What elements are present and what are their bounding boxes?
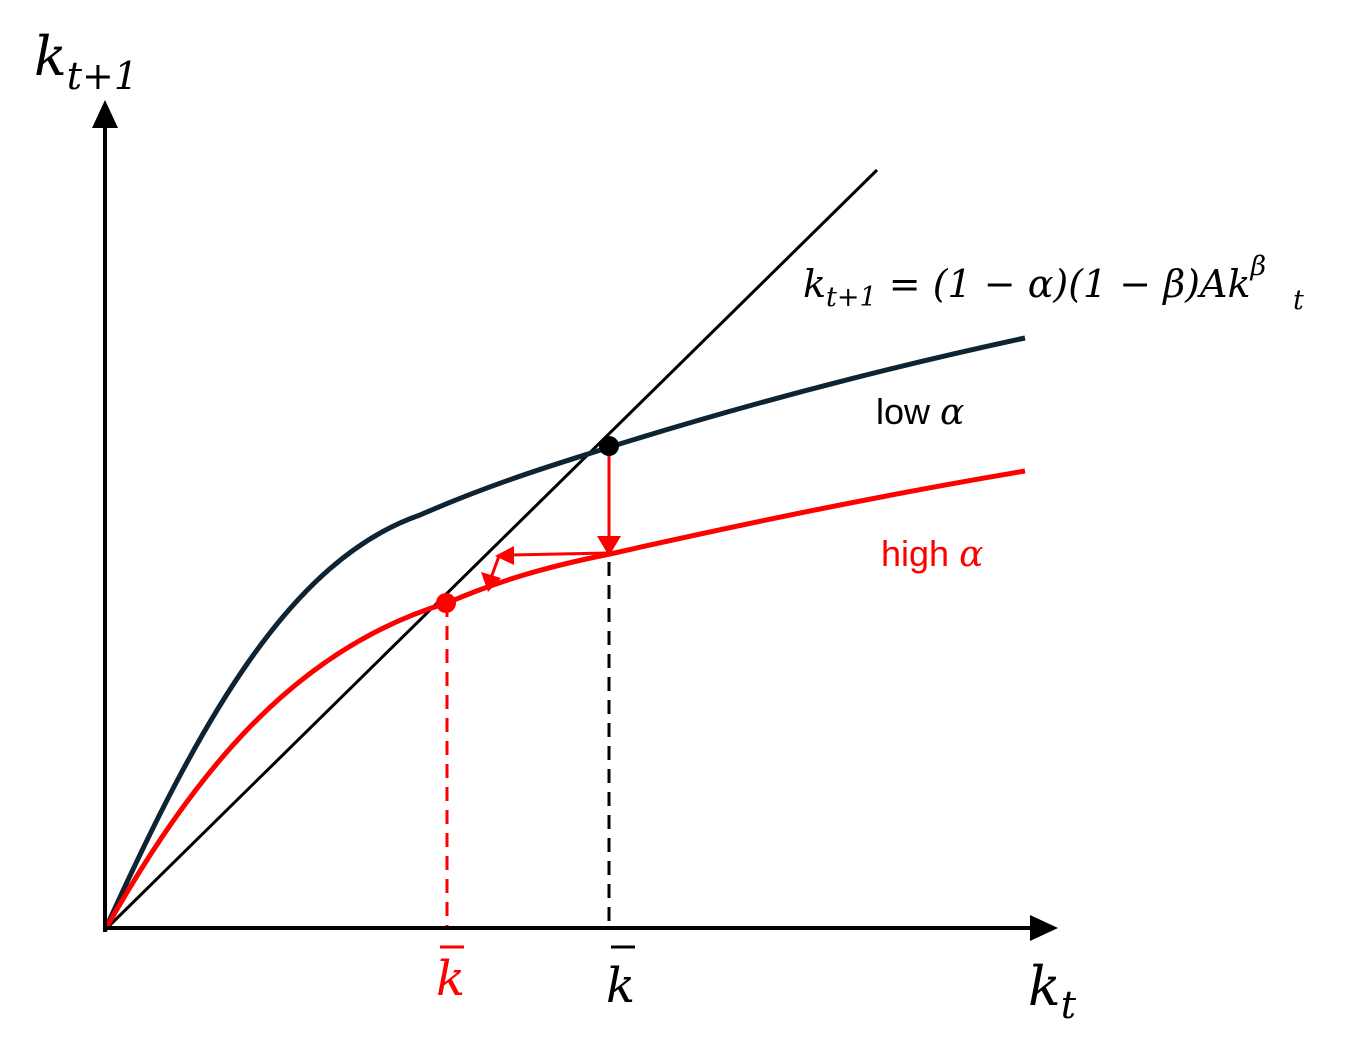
high-steady-state-label: k <box>436 945 465 1007</box>
y-axis-label-sub: t+1 <box>67 54 138 98</box>
equation-factor-2: (1 − β) <box>1068 262 1200 306</box>
equation-var-sub: t <box>1293 285 1304 316</box>
y-axis-label-base: k <box>34 25 67 88</box>
low-steady-state-label: k <box>606 945 635 1014</box>
arrow-left-head <box>495 546 514 565</box>
y-axis-label: kt+1 <box>34 25 138 98</box>
arrow-left-segment <box>509 551 610 557</box>
equation-var-sup: β <box>1249 251 1266 282</box>
x-axis-label-base: k <box>1028 955 1061 1018</box>
equation-lhs-sub: t+1 <box>826 282 877 313</box>
arrow-small-down-head <box>481 572 501 592</box>
high-k-bar-symbol: k <box>436 951 465 1007</box>
equation-equals: = <box>877 262 933 306</box>
low-alpha-label: low α <box>876 391 964 433</box>
high-alpha-label: high α <box>881 533 983 575</box>
forty-five-degree-line <box>103 168 879 932</box>
law-of-motion-equation: kt+1 = (1 − α)(1 − β)Akβ <box>803 251 1266 313</box>
equation-factor-1: (1 − α) <box>933 262 1069 306</box>
x-axis-arrowhead <box>1030 915 1058 941</box>
arrow-small-down-segment <box>489 555 501 579</box>
equation-coef: A <box>1197 262 1227 306</box>
x-axis-label: kt <box>1028 955 1077 1027</box>
high-alpha-label-symbol: α <box>959 534 983 575</box>
y-axis-arrowhead <box>92 100 118 128</box>
equation-lhs-base: k <box>803 262 826 306</box>
high-steady-state-point <box>436 593 456 613</box>
convergence-arrows <box>481 447 621 592</box>
low-steady-state-point <box>599 436 619 456</box>
low-alpha-label-text: low <box>876 391 940 432</box>
low-alpha-label-symbol: α <box>940 392 964 433</box>
low-k-bar-symbol: k <box>606 958 635 1014</box>
arrow-down-head <box>597 536 621 556</box>
high-alpha-curve <box>102 468 1026 932</box>
low-alpha-curve <box>102 335 1026 932</box>
x-axis-label-sub: t <box>1061 983 1077 1027</box>
high-alpha-label-text: high <box>881 533 959 574</box>
equation-var: k <box>1227 262 1250 306</box>
